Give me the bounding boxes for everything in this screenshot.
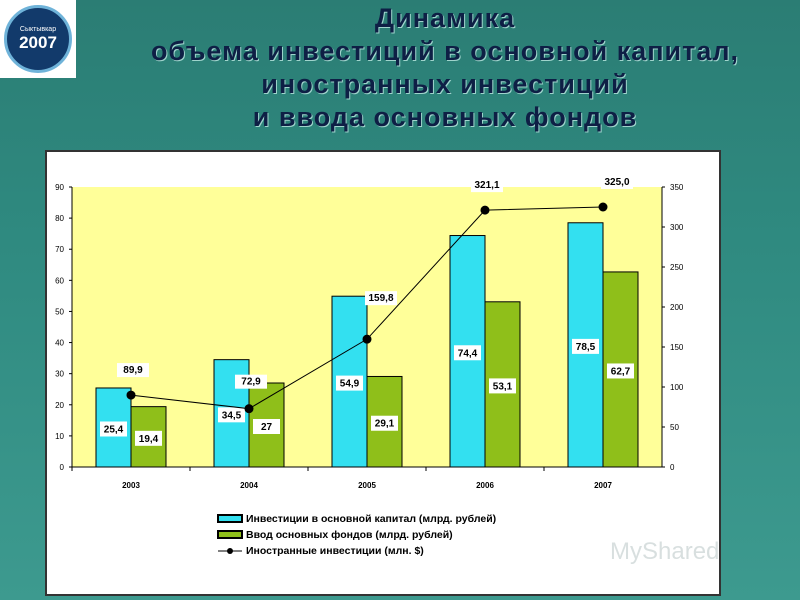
right-tick-label: 300 (670, 223, 684, 232)
data-label-bg (253, 419, 280, 434)
data-label: 72,9 (241, 377, 261, 388)
left-tick-label: 20 (55, 401, 64, 410)
data-label-bg (365, 291, 397, 306)
right-tick-label: 0 (670, 463, 675, 472)
foreign-investment-point (598, 202, 608, 212)
left-tick-label: 10 (55, 432, 64, 441)
data-label: 19,4 (139, 434, 159, 445)
x-tick-label: 2007 (594, 481, 612, 490)
right-tick-label: 250 (670, 263, 684, 272)
title-line: и ввода основных фондов (252, 102, 638, 132)
data-label: 159,8 (368, 293, 393, 304)
data-label: 62,7 (611, 366, 631, 377)
foreign-investment-point (244, 404, 254, 414)
legend-label: Инвестиции в основной капитал (млрд. руб… (246, 513, 496, 525)
right-tick-label: 100 (670, 383, 684, 392)
right-tick-label: 350 (670, 183, 684, 192)
data-label: 34,5 (222, 410, 242, 421)
left-tick-label: 70 (55, 245, 64, 254)
right-tick-label: 50 (670, 423, 679, 432)
foreign-investment-point (362, 334, 372, 344)
left-tick-label: 50 (55, 307, 64, 316)
data-label: 89,9 (123, 365, 143, 376)
forum-logo: Сыктывкар 2007 (0, 0, 76, 78)
title-line: иностранных инвестиций (261, 69, 629, 99)
left-tick-label: 80 (55, 214, 64, 223)
logo-year: 2007 (19, 32, 57, 52)
data-label: 27 (261, 422, 273, 433)
legend-marker (227, 548, 233, 554)
data-label-bg (100, 421, 127, 437)
x-tick-label: 2004 (240, 481, 258, 490)
data-label: 25,4 (104, 424, 124, 435)
data-label-bg (218, 407, 245, 423)
watermark: MyShared (610, 538, 720, 565)
foreign-investment-point (126, 390, 136, 400)
title-line: Динамика (374, 3, 516, 33)
data-label: 325,0 (604, 177, 629, 188)
left-tick-label: 30 (55, 370, 64, 379)
x-tick-label: 2005 (358, 481, 376, 490)
data-label: 29,1 (375, 419, 395, 430)
data-label-bg (235, 374, 267, 389)
legend-swatch (217, 514, 243, 523)
left-tick-label: 40 (55, 339, 64, 348)
foreign-investment-point (480, 205, 490, 215)
data-label-bg (135, 430, 162, 446)
data-label-bg (601, 175, 633, 189)
x-tick-label: 2003 (122, 481, 140, 490)
data-label-bg (117, 363, 149, 378)
data-label-bg (371, 415, 398, 431)
slide-title: Динамика объема инвестиций в основной ка… (90, 2, 800, 134)
data-label: 54,9 (340, 379, 360, 390)
legend-label: Ввод основных фондов (млрд. рублей) (246, 529, 453, 541)
left-tick-label: 90 (55, 183, 64, 192)
legend-label: Иностранные инвестиции (млн. $) (246, 545, 424, 557)
right-tick-label: 150 (670, 343, 684, 352)
data-label-bg (607, 363, 634, 379)
left-tick-label: 60 (55, 276, 64, 285)
logo-city: Сыктывкар (19, 25, 57, 33)
data-label: 53,1 (493, 381, 513, 392)
data-label-bg (336, 375, 363, 391)
right-tick-label: 200 (670, 303, 684, 312)
legend-swatch (217, 530, 243, 539)
x-tick-label: 2006 (476, 481, 494, 490)
data-label-bg (489, 378, 516, 394)
data-label: 321,1 (474, 180, 499, 191)
left-tick-label: 0 (60, 463, 65, 472)
data-label-bg (471, 178, 503, 193)
data-label: 78,5 (576, 342, 596, 353)
title-line: объема инвестиций в основной капитал, (150, 36, 740, 66)
data-label-bg (572, 338, 599, 354)
data-label: 74,4 (458, 348, 478, 359)
data-label-bg (454, 345, 481, 361)
